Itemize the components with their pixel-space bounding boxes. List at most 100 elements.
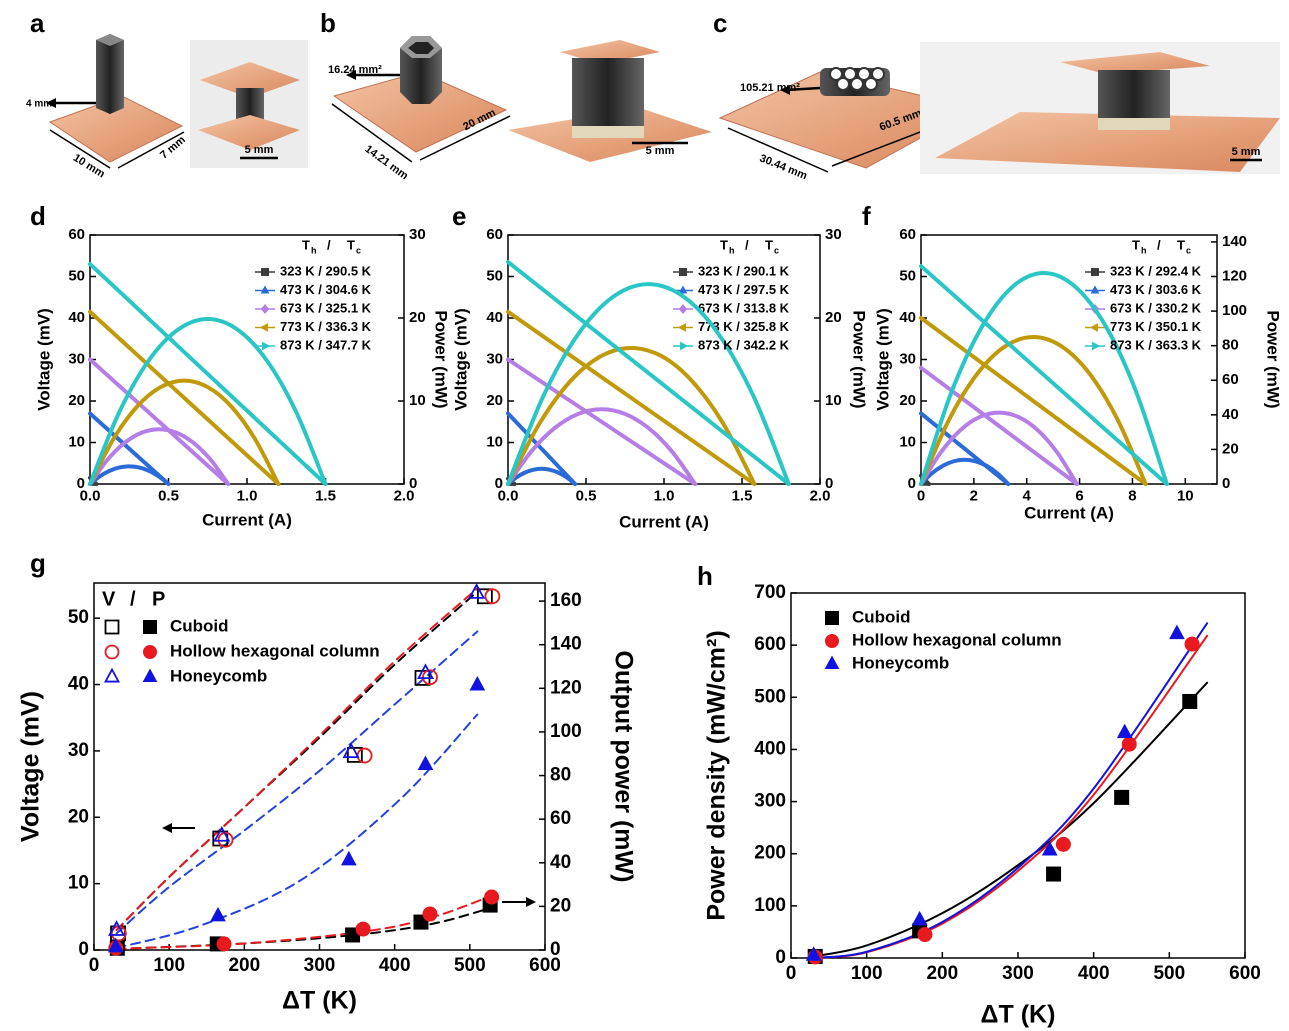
y-tick-label: 100 — [754, 895, 786, 916]
legend-title: V — [102, 588, 116, 610]
area-label: 16.24 mm² — [328, 64, 382, 76]
x-tick-label: 200 — [926, 963, 958, 984]
power-curve — [88, 316, 328, 486]
x-tick-label: 0.0 — [498, 488, 519, 505]
fit-curve — [115, 713, 479, 949]
legend-title: / — [327, 237, 331, 252]
photo-b: 16.24 mm² 14.21 mm 20 mm 5 mm — [328, 36, 712, 182]
x-tick-label: 600 — [529, 955, 561, 976]
x-tick-label: 0 — [917, 488, 925, 505]
legend-title: / — [1157, 237, 1161, 252]
panel-label: f — [862, 201, 871, 231]
y2-tick-label: 100 — [1222, 302, 1247, 319]
data-point-open — [356, 747, 373, 764]
legend-label: 673 K / 330.2 K — [1110, 300, 1202, 315]
data-point-filled — [355, 921, 371, 937]
legend-marker — [259, 323, 268, 332]
y2-tick-label: 40 — [1222, 406, 1239, 423]
y-axis-label: Voltage (mV) — [873, 308, 892, 411]
legend-marker — [680, 341, 689, 351]
x-tick-label: 0.0 — [80, 488, 101, 505]
voltage-line — [506, 309, 757, 486]
legend-marker — [677, 323, 686, 332]
legend-label: Honeycomb — [170, 666, 267, 685]
legend-title: h — [311, 245, 317, 255]
voltage-line — [919, 365, 1079, 486]
legend-marker — [824, 655, 840, 670]
x-tick-label: 400 — [379, 955, 411, 976]
legend-title: c — [774, 245, 779, 255]
data-point-open — [422, 669, 438, 686]
scale-label: 5 mm — [1232, 146, 1261, 158]
legend-label: 773 K / 336.3 K — [280, 319, 372, 334]
legend-label: 473 K / 303.6 K — [1110, 282, 1202, 297]
legend-marker — [261, 268, 269, 276]
power-curve — [88, 464, 171, 486]
fit-curve — [115, 630, 479, 935]
x-tick-label: 2 — [970, 488, 978, 505]
data-point-open — [346, 746, 363, 763]
legend-label: Cuboid — [170, 616, 229, 635]
data-point-open — [217, 831, 234, 848]
y-axis-label: Power density (mW/cm²) — [703, 630, 731, 920]
y2-tick-label: 20 — [409, 309, 426, 326]
data-point-filled — [805, 946, 822, 961]
y2-tick-label: 120 — [1222, 267, 1247, 284]
y2-axis-label: Power (mW) — [432, 310, 451, 408]
y-tick-label: 40 — [486, 309, 503, 326]
y-tick-label: 60 — [899, 226, 916, 243]
data-point-filled — [1116, 723, 1133, 739]
legend-marker — [1089, 323, 1098, 332]
x-tick-label: 6 — [1075, 488, 1083, 505]
x-tick-label: 0 — [786, 963, 797, 984]
legend-title: / — [130, 588, 136, 610]
voltage-line — [88, 262, 328, 486]
panel-label: d — [30, 201, 46, 231]
y-tick-label: 10 — [68, 873, 89, 894]
legend-title: T — [302, 237, 310, 252]
y-tick-label: 700 — [754, 582, 786, 603]
data-point-filled — [1184, 636, 1200, 652]
y-tick-label: 20 — [68, 806, 89, 827]
voltage-line — [919, 316, 1148, 486]
data-point-filled — [216, 936, 232, 952]
y2-tick-label: 10 — [409, 392, 426, 409]
legend-marker — [1092, 341, 1101, 351]
legend-marker — [103, 667, 121, 683]
y-tick-label: 50 — [899, 267, 916, 284]
power-curve — [919, 335, 1148, 486]
y2-tick-label: 80 — [1222, 337, 1239, 354]
y-tick-label: 20 — [899, 392, 916, 409]
photo-a: 4 mm² 10 mm 7 mm 5 mm — [26, 34, 308, 181]
data-point-open — [108, 920, 126, 936]
legend-marker — [104, 644, 120, 660]
panel-label: a — [30, 8, 45, 38]
y-tick-label: 0 — [495, 475, 503, 492]
data-point-open — [213, 825, 231, 842]
y2-tick-label: 20 — [1222, 440, 1239, 457]
power-curve — [506, 345, 757, 486]
x-tick-label: 1.5 — [732, 488, 753, 505]
x-axis-label: Current (A) — [1024, 503, 1114, 522]
y2-tick-label: 140 — [1222, 233, 1247, 250]
data-point-filled — [1169, 624, 1185, 640]
y-axis-label: Voltage (mV) — [34, 308, 53, 411]
legend-label: Hollow hexagonal column — [170, 641, 380, 660]
power-curve — [506, 282, 791, 486]
scale-label: 5 mm — [646, 145, 675, 157]
power-curve — [919, 270, 1169, 486]
x-tick-label: 100 — [851, 963, 883, 984]
legend-marker — [260, 285, 270, 294]
data-point-filled — [1041, 840, 1058, 856]
voltage-line — [919, 264, 1169, 486]
data-point-filled — [422, 906, 438, 922]
y-tick-label: 10 — [68, 433, 85, 450]
legend-label: 673 K / 313.8 K — [698, 300, 790, 315]
legend-title: T — [765, 237, 773, 252]
legend-label: 473 K / 297.5 K — [698, 282, 790, 297]
data-point-open — [468, 583, 486, 599]
panel-label: g — [30, 548, 46, 578]
x-tick-label: 1.5 — [315, 488, 336, 505]
legend-marker — [678, 285, 688, 294]
legend-label: 323 K / 290.1 K — [698, 263, 790, 278]
